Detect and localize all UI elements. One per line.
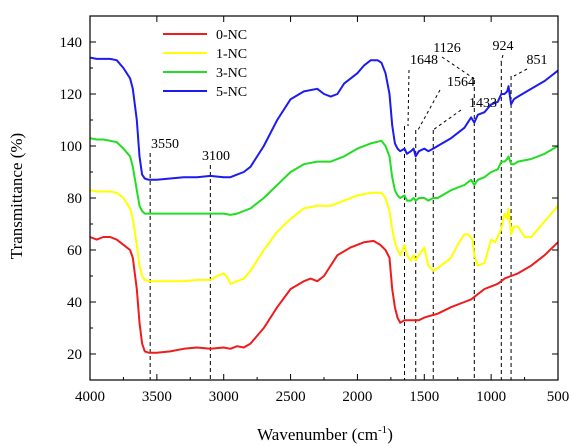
x-axis-title: Wavenumber (cm-1): [257, 424, 393, 444]
x-tick-label-3000: 3000: [209, 389, 239, 405]
legend-label-1-NC: 1-NC: [216, 47, 247, 62]
annotation-label-1564: 1564: [447, 75, 475, 90]
annotation-labels: 3550 3100 1648 1564 1433 1126 924 851: [151, 39, 548, 164]
x-axis-title-main: Wavenumber (cm: [257, 425, 378, 444]
y-tick-label-120: 120: [60, 87, 83, 103]
annotation-leader-924: [500, 54, 504, 63]
annotation-label-3550: 3550: [151, 137, 179, 152]
annotation-leader-1433: [432, 109, 462, 131]
x-tick-label-2000: 2000: [342, 389, 372, 405]
legend-label-0-NC: 0-NC: [216, 28, 247, 43]
plot-frame: [89, 15, 559, 381]
annotation-lines: [149, 54, 528, 380]
axes: 4000 3500 3000 2500 2000 1500 1000 500 20 40 60 80 1…: [60, 15, 570, 405]
annotation-leader-1126: [441, 56, 477, 81]
annotation-label-1433: 1433: [469, 96, 497, 111]
x-axis-title-end: ): [387, 425, 393, 444]
x-axis-title-superscript: -1: [378, 424, 387, 436]
x-tick-label-1000: 1000: [476, 389, 506, 405]
annotation-label-1648: 1648: [410, 53, 438, 68]
series-line-1-NC: [89, 189, 559, 285]
annotation-label-1126: 1126: [433, 41, 460, 56]
x-tick-label-1500: 1500: [409, 389, 439, 405]
annotation-label-924: 924: [493, 39, 514, 54]
y-tick-label-80: 80: [67, 191, 82, 207]
annotation-label-3100: 3100: [202, 149, 230, 164]
x-tick-label-4000: 4000: [75, 389, 105, 405]
y-tick-label-40: 40: [67, 295, 82, 311]
y-tick-label-100: 100: [60, 139, 83, 155]
y-tick-label-60: 60: [67, 243, 82, 259]
x-tick-label-3500: 3500: [142, 389, 172, 405]
series-lines: [89, 56, 559, 354]
series-line-0-NC: [89, 236, 559, 354]
y-tick-label-20: 20: [67, 347, 82, 363]
x-tick-label-500: 500: [547, 389, 570, 405]
annotation-leader-1648: [407, 69, 410, 127]
annotation-leader-1564: [417, 89, 441, 131]
legend-label-5-NC: 5-NC: [216, 85, 247, 100]
x-tick-label-2500: 2500: [276, 389, 306, 405]
y-tick-label-140: 140: [60, 35, 83, 51]
legend: 0-NC 1-NC 3-NC 5-NC: [163, 28, 247, 100]
legend-label-3-NC: 3-NC: [216, 66, 247, 81]
y-axis-title: Transmittance (%): [7, 133, 26, 259]
series-line-5-NC: [89, 56, 559, 181]
annotation-label-851: 851: [527, 53, 548, 68]
annotation-leader-851: [513, 68, 528, 77]
series-line-3-NC: [89, 137, 559, 216]
